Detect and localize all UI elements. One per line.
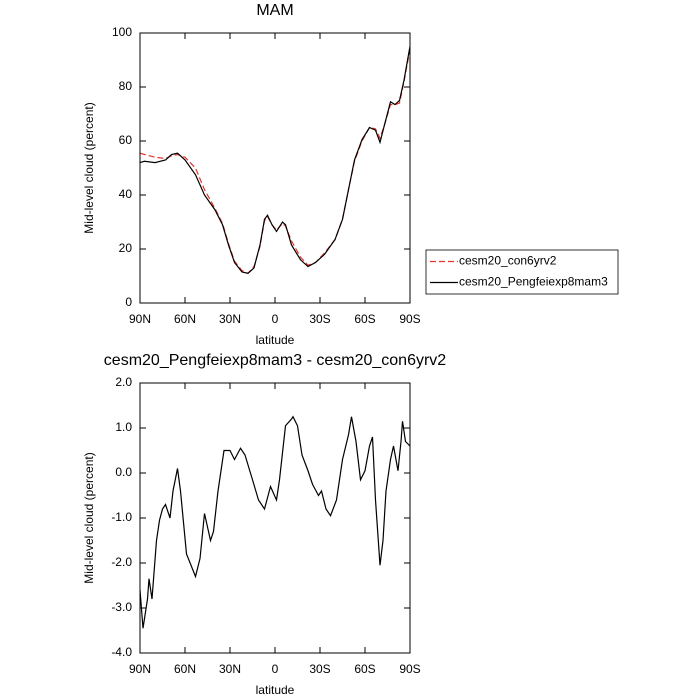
legend-box [425,249,619,295]
y-axis-label: Mid-level cloud (percent) [82,452,96,583]
x-axis-label: latitude [256,683,295,697]
chart-title: MAM [256,2,293,19]
x-tick-label: 90S [399,662,420,676]
x-tick-label: 90N [129,662,151,676]
y-tick-label: -3.0 [111,600,132,614]
y-tick-label: -2.0 [111,555,132,569]
y-axis-label: Mid-level cloud (percent) [82,102,96,233]
x-tick-label: 90N [129,312,151,326]
y-tick-label: 60 [119,133,133,147]
x-tick-label: 60N [174,312,196,326]
x-axis-label: latitude [256,333,295,347]
y-tick-label: 40 [119,187,133,201]
x-tick-label: 0 [272,662,279,676]
y-tick-label: 0.0 [115,465,132,479]
y-tick-label: 20 [119,241,133,255]
x-tick-label: 0 [272,312,279,326]
data-line [139,46,411,275]
data-line [139,46,411,274]
y-tick-label: 0 [125,295,132,309]
x-tick-label: 60N [174,662,196,676]
x-tick-label: 30S [309,662,330,676]
x-tick-label: 30N [219,312,241,326]
y-tick-label: 100 [112,25,132,39]
legend-label: cesm20_con6yrv2 [459,254,557,268]
x-tick-label: 60S [354,662,375,676]
y-tick-label: -1.0 [111,510,132,524]
y-tick-label: 80 [119,79,133,93]
plot-frame [139,32,411,304]
x-tick-label: 30N [219,662,241,676]
plot-frame [139,382,411,654]
legend-label: cesm20_Pengfeiexp8mam3 [459,275,608,289]
x-tick-label: 60S [354,312,375,326]
y-tick-label: -4.0 [111,645,132,659]
chart-title: cesm20_Pengfeiexp8mam3 - cesm20_con6yrv2 [104,352,447,369]
x-tick-label: 90S [399,312,420,326]
data-line [139,415,411,629]
x-tick-label: 30S [309,312,330,326]
y-tick-label: 1.0 [115,420,132,434]
y-tick-label: 2.0 [115,375,132,389]
